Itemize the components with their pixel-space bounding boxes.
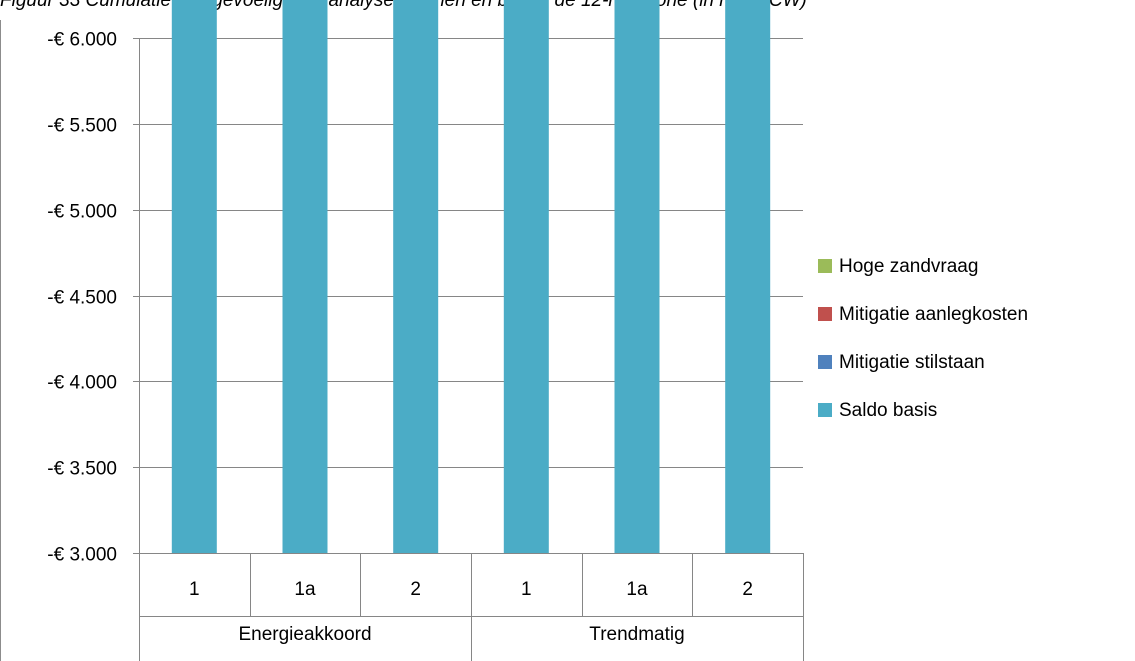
legend-swatch — [818, 403, 832, 417]
legend-label: Mitigatie stilstaan — [839, 352, 985, 373]
bar-segment — [393, 0, 438, 553]
axes — [139, 38, 804, 661]
x-tick-label: 2 — [742, 579, 753, 600]
bar-segment — [172, 0, 217, 553]
legend-swatch — [818, 355, 832, 369]
x-tick-label: 1a — [626, 579, 648, 600]
y-tick-label: -€ 6.000 — [47, 30, 117, 51]
bar-segment — [725, 0, 770, 553]
bar-segment — [615, 0, 660, 553]
bar-segment — [504, 0, 549, 553]
y-tick-label: -€ 5.000 — [47, 202, 117, 223]
y-tick-label: -€ 5.500 — [47, 116, 117, 137]
legend-label: Mitigatie aanlegkosten — [839, 304, 1028, 325]
y-tick-label: -€ 4.000 — [47, 373, 117, 394]
gridlines — [133, 39, 803, 554]
legend: Hoge zandvraag Mitigatie aanlegkosten Miti… — [818, 256, 1028, 421]
y-tick-label: -€ 4.500 — [47, 288, 117, 309]
legend-label: Saldo basis — [839, 400, 937, 421]
bars — [172, 0, 770, 553]
y-tick-labels: -€ 3.000 -€ 3.500 -€ 4.000 -€ 4.500 -€ 5.000… — [47, 30, 117, 566]
x-tick-label: 2 — [410, 579, 421, 600]
x-tick-label: 1 — [521, 579, 532, 600]
y-tick-label: -€ 3.500 — [47, 459, 117, 480]
x-tick-label: 1a — [294, 579, 316, 600]
bar-segment — [283, 0, 328, 553]
x-group-label: Energieakkoord — [238, 624, 371, 645]
x-group-label: Trendmatig — [589, 624, 684, 645]
legend-label: Hoge zandvraag — [839, 256, 978, 277]
x-tick-label: 1 — [189, 579, 200, 600]
legend-swatch — [818, 259, 832, 273]
y-tick-label: -€ 3.000 — [47, 545, 117, 566]
legend-swatch — [818, 307, 832, 321]
